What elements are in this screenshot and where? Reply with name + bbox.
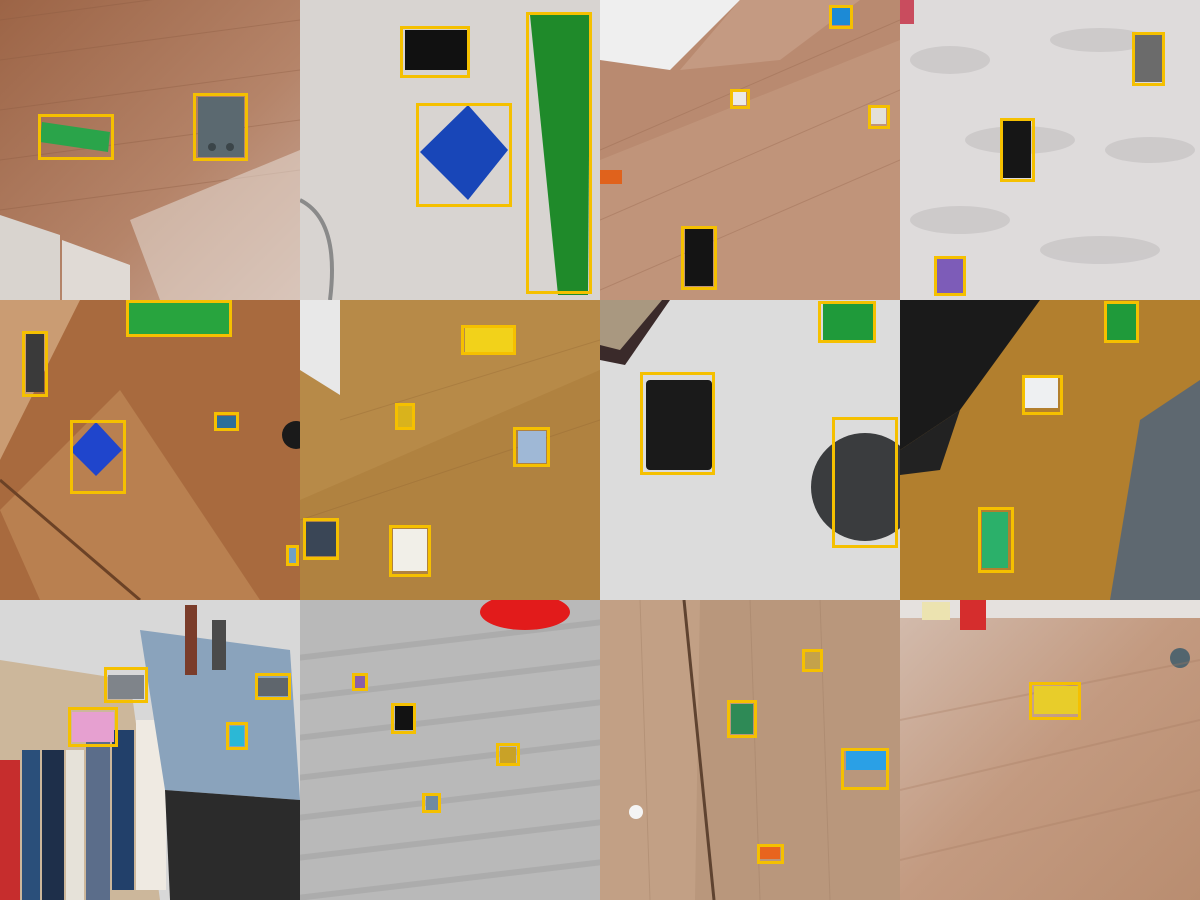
detection-box	[422, 793, 441, 813]
detection-box	[1132, 32, 1165, 86]
tile-3-photo	[600, 0, 900, 300]
detection-box	[868, 105, 890, 129]
detection-box	[104, 667, 148, 703]
tile-1-photo	[0, 0, 300, 300]
detection-box	[496, 743, 520, 766]
tile-9	[0, 600, 300, 900]
detection-box	[395, 403, 415, 430]
detection-box	[416, 103, 512, 207]
tile-5-photo	[0, 300, 300, 600]
detection-box	[126, 300, 232, 337]
tile-9-photo	[0, 600, 300, 900]
tile-2-photo	[300, 0, 600, 300]
detection-box	[1029, 682, 1081, 720]
detection-box	[1104, 301, 1139, 343]
detection-box	[391, 703, 416, 734]
tile-4-photo	[900, 0, 1200, 300]
tile-1	[0, 0, 300, 300]
detection-box	[727, 700, 757, 738]
tile-8-photo	[900, 300, 1200, 600]
tile-11	[600, 600, 900, 900]
tile-8	[900, 300, 1200, 600]
tile-2	[300, 0, 600, 300]
detection-box	[226, 722, 248, 750]
detection-box	[1000, 118, 1035, 182]
tile-7	[600, 300, 900, 600]
detection-box	[255, 673, 291, 700]
detection-box	[526, 12, 592, 294]
tile-10	[300, 600, 600, 900]
detection-box	[286, 545, 299, 566]
detection-box	[389, 525, 431, 577]
tile-6-photo	[300, 300, 600, 600]
detection-box	[757, 844, 784, 864]
detection-box	[22, 331, 48, 397]
tile-4	[900, 0, 1200, 300]
detection-box	[70, 420, 126, 494]
detection-box	[1022, 375, 1063, 415]
detection-box	[193, 93, 248, 161]
detection-box	[730, 89, 750, 109]
detection-box	[513, 427, 550, 467]
detection-box	[841, 748, 889, 790]
tile-5	[0, 300, 300, 600]
tile-6	[300, 300, 600, 600]
detection-box	[934, 256, 966, 296]
detection-box	[214, 412, 239, 431]
detection-box	[68, 707, 118, 747]
detection-box	[818, 301, 876, 343]
tile-3	[600, 0, 900, 300]
detection-box	[978, 507, 1014, 573]
detection-box	[352, 673, 368, 691]
detection-box	[400, 26, 470, 78]
detection-box	[461, 325, 516, 355]
detection-box	[681, 226, 717, 290]
tile-10-photo	[300, 600, 600, 900]
detection-box	[829, 5, 853, 29]
detection-box	[640, 372, 715, 475]
tile-12	[900, 600, 1200, 900]
detection-box	[303, 518, 339, 560]
detection-box	[38, 114, 114, 160]
detection-box	[802, 649, 823, 672]
tile-12-photo	[900, 600, 1200, 900]
detection-box	[832, 417, 898, 548]
